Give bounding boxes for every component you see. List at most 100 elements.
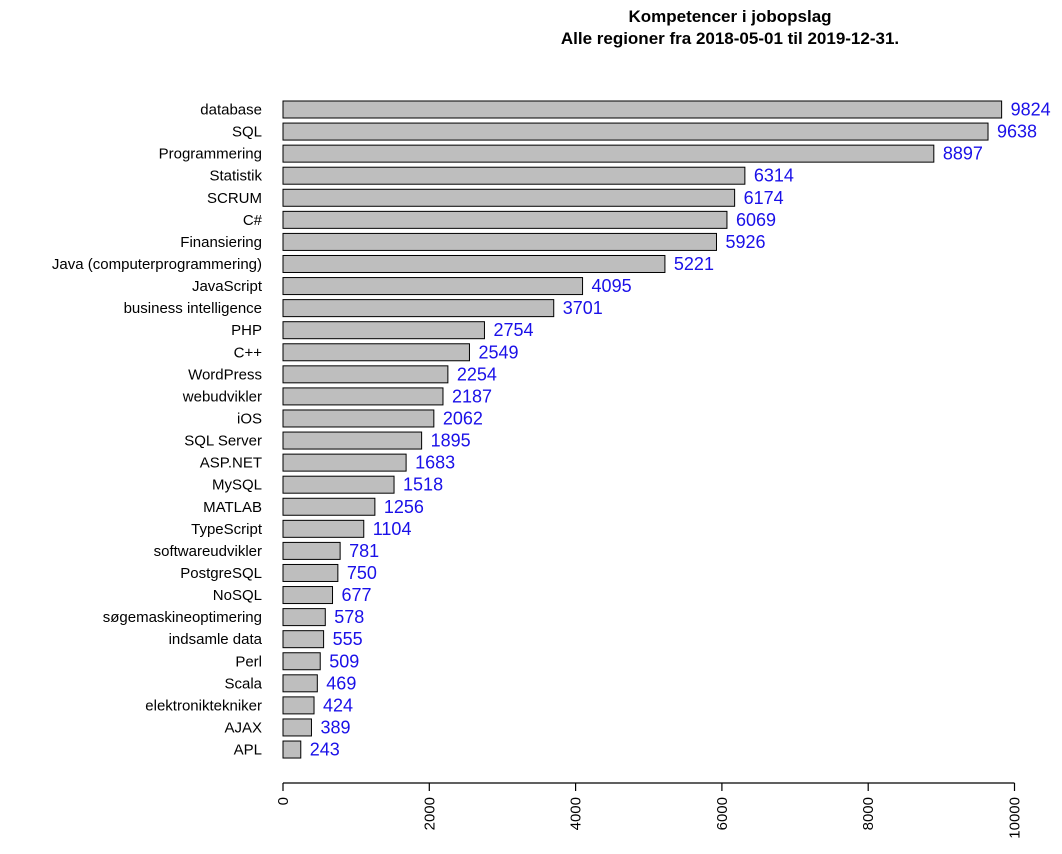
value-label: 509 bbox=[329, 651, 359, 671]
bar-15 bbox=[282, 431, 423, 450]
value-label: 2754 bbox=[493, 320, 533, 340]
bar-6 bbox=[282, 232, 717, 251]
value-label: 9638 bbox=[997, 122, 1037, 142]
bar-12 bbox=[282, 365, 449, 384]
bar-2 bbox=[282, 144, 935, 163]
x-tick-label: 4000 bbox=[568, 797, 585, 830]
x-tick-label: 10000 bbox=[1007, 797, 1024, 839]
value-label: 9824 bbox=[1011, 100, 1051, 120]
value-label: 677 bbox=[342, 585, 372, 605]
category-label: database bbox=[200, 102, 262, 119]
category-label: Perl bbox=[235, 653, 262, 670]
bar-7 bbox=[282, 254, 666, 273]
bar-23 bbox=[282, 608, 326, 627]
bar-21 bbox=[282, 563, 339, 582]
value-label: 750 bbox=[347, 563, 377, 583]
value-label: 1256 bbox=[384, 497, 424, 517]
category-label: PHP bbox=[231, 322, 262, 339]
category-label: Statistik bbox=[209, 168, 262, 185]
bar-14 bbox=[282, 409, 435, 428]
value-label: 1683 bbox=[415, 453, 455, 473]
x-tick-label: 6000 bbox=[714, 797, 731, 830]
value-label: 2254 bbox=[457, 364, 497, 384]
bar-10 bbox=[282, 321, 485, 340]
category-label: MySQL bbox=[212, 477, 262, 494]
chart-subtitle: Alle regioner fra 2018-05-01 til 2019-12… bbox=[560, 29, 900, 48]
category-label: TypeScript bbox=[191, 521, 263, 538]
x-tick-label: 2000 bbox=[421, 797, 438, 830]
category-label: AJAX bbox=[224, 719, 262, 736]
value-label: 424 bbox=[323, 695, 353, 715]
bar-18 bbox=[282, 497, 376, 516]
value-label: 3701 bbox=[563, 298, 603, 318]
category-label: søgemaskineoptimering bbox=[103, 609, 262, 626]
bar-27 bbox=[282, 696, 315, 715]
value-label: 389 bbox=[320, 717, 350, 737]
value-label: 6174 bbox=[744, 188, 784, 208]
category-label: SCRUM bbox=[207, 190, 262, 207]
bar-25 bbox=[282, 652, 321, 671]
category-label: iOS bbox=[237, 410, 262, 427]
value-label: 8897 bbox=[943, 144, 983, 164]
bar-11 bbox=[282, 343, 470, 362]
bar-19 bbox=[282, 519, 365, 538]
category-label: softwareudvikler bbox=[154, 543, 262, 560]
bar-16 bbox=[282, 453, 407, 472]
value-label: 243 bbox=[310, 740, 340, 760]
category-label: NoSQL bbox=[213, 587, 262, 604]
category-label: elektroniktekniker bbox=[145, 697, 262, 714]
category-label: Java (computerprogrammering) bbox=[52, 256, 262, 273]
bar-24 bbox=[282, 630, 325, 649]
category-label: APL bbox=[234, 742, 262, 759]
category-label: MATLAB bbox=[203, 499, 262, 516]
category-label: PostgreSQL bbox=[180, 565, 262, 582]
value-label: 4095 bbox=[592, 276, 632, 296]
chart-title: Kompetencer i jobopslag bbox=[628, 7, 832, 26]
category-label: C# bbox=[243, 212, 263, 229]
category-label: Programmering bbox=[159, 146, 262, 163]
bar-0 bbox=[282, 100, 1003, 119]
bar-29 bbox=[282, 740, 302, 759]
category-label: Finansiering bbox=[180, 234, 262, 251]
category-label: indsamle data bbox=[169, 631, 263, 648]
bar-3 bbox=[282, 166, 746, 185]
value-label: 1895 bbox=[431, 431, 471, 451]
bars-layer: database 9824 SQL 9638 Programmering 8897 Stat… bbox=[52, 100, 1051, 760]
bar-17 bbox=[282, 475, 395, 494]
bar-22 bbox=[282, 586, 334, 605]
value-label: 469 bbox=[326, 673, 356, 693]
category-label: JavaScript bbox=[192, 278, 263, 295]
category-label: WordPress bbox=[188, 366, 262, 383]
bar-26 bbox=[282, 674, 318, 693]
bar-13 bbox=[282, 387, 444, 406]
bar-4 bbox=[282, 188, 736, 207]
x-tick-label: 0 bbox=[275, 797, 292, 805]
value-label: 5221 bbox=[674, 254, 714, 274]
category-label: SQL bbox=[232, 124, 262, 141]
category-label: business intelligence bbox=[124, 300, 262, 317]
value-label: 2549 bbox=[478, 342, 518, 362]
value-label: 2187 bbox=[452, 386, 492, 406]
value-label: 781 bbox=[349, 541, 379, 561]
category-label: SQL Server bbox=[184, 433, 262, 450]
bar-5 bbox=[282, 210, 728, 229]
category-label: C++ bbox=[234, 344, 263, 361]
value-label: 5926 bbox=[725, 232, 765, 252]
value-label: 6314 bbox=[754, 166, 794, 186]
x-tick-label: 8000 bbox=[860, 797, 877, 830]
category-label: webudvikler bbox=[182, 388, 262, 405]
bar-8 bbox=[282, 277, 584, 296]
x-axis: 0 2000 4000 6000 8000 10000 bbox=[275, 782, 1024, 839]
bar-28 bbox=[282, 718, 312, 737]
category-label: ASP.NET bbox=[200, 455, 262, 472]
value-label: 1518 bbox=[403, 475, 443, 495]
category-label: Scala bbox=[224, 675, 262, 692]
value-label: 6069 bbox=[736, 210, 776, 230]
bar-9 bbox=[282, 299, 555, 318]
bar-20 bbox=[282, 541, 341, 560]
bar-1 bbox=[282, 122, 989, 141]
chart-title-block: Kompetencer i jobopslag Alle regioner fr… bbox=[480, 6, 980, 50]
value-label: 2062 bbox=[443, 408, 483, 428]
value-label: 1104 bbox=[373, 519, 412, 539]
